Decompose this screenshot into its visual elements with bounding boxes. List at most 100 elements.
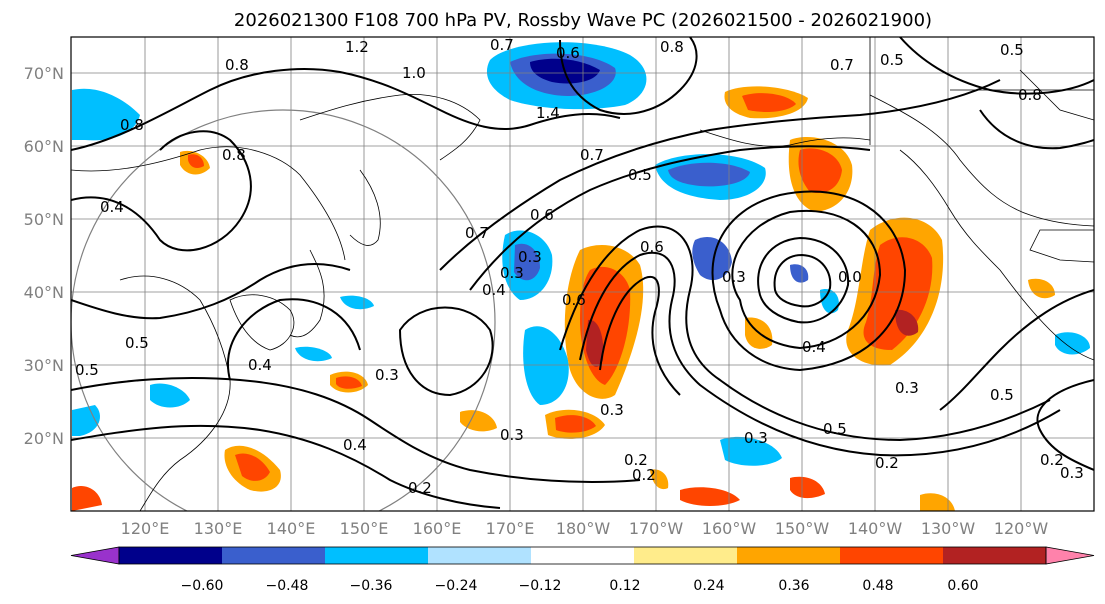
colorbar-extend-low <box>70 546 120 565</box>
latitude-labels: 70°N 60°N 50°N 40°N 30°N 20°N <box>24 64 64 448</box>
lon-label: 160°W <box>702 519 757 538</box>
shade-patch <box>460 410 497 432</box>
shade-patch <box>188 154 204 168</box>
colorbar-ticks: −0.60 −0.48 −0.36 −0.24 −0.12 0.12 0.24 … <box>181 578 979 594</box>
contour-label: 0.3 <box>895 379 919 397</box>
shade-patch <box>72 405 100 436</box>
contour-label: 0.0 <box>838 268 862 286</box>
shade-patch <box>514 243 540 281</box>
map-frame <box>70 36 1095 512</box>
lon-label: 130°E <box>194 519 243 538</box>
contour-label: 1.2 <box>345 38 369 56</box>
contour-label: 0.4 <box>248 356 272 374</box>
contour-label: 1.0 <box>402 64 426 82</box>
lon-label: 150°W <box>775 519 830 538</box>
positive-anomaly-shading <box>72 86 1055 511</box>
contour-label: 0.2 <box>632 466 656 484</box>
colorbar-tick-label: −0.24 <box>435 578 478 594</box>
colorbar-segment <box>222 547 326 564</box>
contour-label: 0.3 <box>722 268 746 286</box>
colorbar-segment <box>531 547 635 564</box>
colorbar-tick-label: −0.60 <box>181 578 224 594</box>
shade-patch <box>72 485 102 511</box>
lat-label: 70°N <box>24 64 64 83</box>
contour-label: 0.7 <box>490 36 514 54</box>
map-panel: 1.2 0.8 0.7 0.6 1.0 0.8 0.7 0.5 0.5 0.8 … <box>70 36 1095 512</box>
shade-patch <box>150 383 190 408</box>
lat-label: 50°N <box>24 210 64 229</box>
lon-label: 180°W <box>556 519 611 538</box>
lon-label: 170°E <box>486 519 535 538</box>
contour-label: 0.3 <box>375 366 399 384</box>
colorbar-frame <box>118 546 1047 565</box>
lon-label: 140°E <box>267 519 316 538</box>
contour-label: 0.5 <box>1000 41 1024 59</box>
negative-anomaly-shading <box>72 42 1090 466</box>
lat-label: 60°N <box>24 137 64 156</box>
contour-label: 0.8 <box>660 38 684 56</box>
contour-label: 0.6 <box>562 291 586 309</box>
shade-patch <box>340 295 374 310</box>
shade-patch <box>295 346 332 362</box>
contour-label: 0.8 <box>222 146 246 164</box>
colorbar-tick-label: 0.60 <box>947 578 978 594</box>
shade-patch <box>680 487 740 506</box>
contour-label: 0.2 <box>624 451 648 469</box>
contour-label: 0.4 <box>802 338 826 356</box>
shade-patch <box>742 93 796 112</box>
shade-patch <box>820 289 839 314</box>
shade-patch <box>790 264 809 283</box>
contour-label: 0.7 <box>830 56 854 74</box>
colorbar-segment <box>943 547 1047 564</box>
colorbar-tick-label: −0.48 <box>266 578 309 594</box>
shade-patch <box>895 309 919 336</box>
colorbar-segment <box>119 547 223 564</box>
shade-patch <box>720 436 782 466</box>
colorbar-segments <box>70 546 1095 565</box>
contour-label: 0.5 <box>990 386 1014 404</box>
shade-patch <box>798 148 842 194</box>
contour-label: 0.5 <box>628 166 652 184</box>
shade-patch <box>920 493 955 511</box>
shade-patch <box>336 376 362 389</box>
shade-patch <box>72 88 140 141</box>
contour-label: 0.3 <box>1060 464 1084 482</box>
contour-label: 0.3 <box>518 248 542 266</box>
shade-patch <box>1028 278 1055 299</box>
figure-title: 2026021300 F108 700 hPa PV, Rossby Wave … <box>234 10 932 31</box>
lat-label: 20°N <box>24 429 64 448</box>
contour-label: 0.4 <box>343 436 367 454</box>
reference-circle <box>71 109 496 511</box>
contour-label: 0.7 <box>465 224 489 242</box>
coastlines <box>71 37 1094 511</box>
lon-label: 170°W <box>629 519 684 538</box>
lon-label: 140°W <box>848 519 903 538</box>
contour-label: 0.6 <box>556 44 580 62</box>
lon-label: 150°E <box>340 519 389 538</box>
contour-label: 0.5 <box>75 361 99 379</box>
longitude-labels: 120°E 130°E 140°E 150°E 160°E 170°E 180°… <box>121 519 1049 538</box>
contour-label: 0.2 <box>408 479 432 497</box>
colorbar-tick-label: −0.12 <box>519 578 562 594</box>
contour-label: 0.3 <box>500 264 524 282</box>
contour-label: 0.2 <box>1040 451 1064 469</box>
pv-contours <box>71 37 1094 509</box>
shade-patch <box>586 319 604 367</box>
colorbar-segment <box>634 547 738 564</box>
contour-label: 0.8 <box>120 116 144 134</box>
contour-label: 0.7 <box>580 146 604 164</box>
shade-patch <box>523 326 569 405</box>
shade-patch <box>555 415 596 433</box>
shade-patch <box>1055 332 1090 355</box>
colorbar-tick-label: 0.24 <box>693 578 724 594</box>
contour-label: 0.5 <box>125 334 149 352</box>
contour-label: 0.5 <box>880 51 904 69</box>
colorbar-tick-label: 0.48 <box>862 578 893 594</box>
colorbar-extend-high <box>1045 546 1095 565</box>
colorbar-tick-label: 0.36 <box>778 578 809 594</box>
contour-label: 0.6 <box>530 206 554 224</box>
contour-label: 0.4 <box>100 198 124 216</box>
colorbar-segment <box>325 547 429 564</box>
shade-patch <box>235 453 270 481</box>
